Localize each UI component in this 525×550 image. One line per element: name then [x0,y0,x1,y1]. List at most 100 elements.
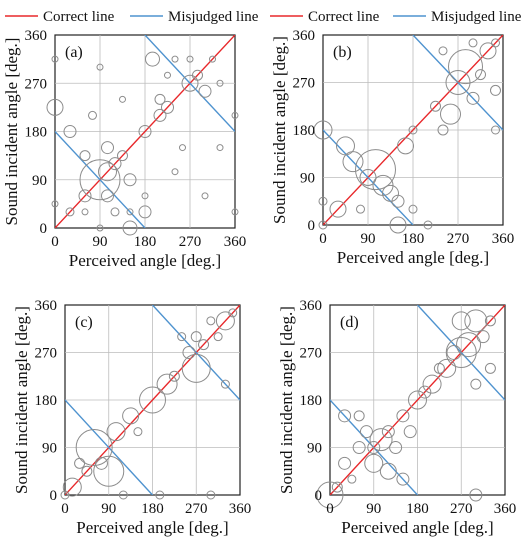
data-point [469,488,483,502]
panel-label: (a) [65,44,83,61]
data-point [51,55,59,63]
data-point [206,316,216,326]
data-point [440,103,461,125]
data-point [381,425,395,439]
data-point [106,422,126,442]
data-point [133,427,143,437]
data-point [119,95,126,103]
y-axis-title: Sound incident angle [deg.] [270,36,289,224]
x-tick-label: 90 [93,234,108,250]
x-axis-title: Perceived angle [deg.] [337,248,489,267]
data-point [464,309,488,333]
y-tick-label: 90 [32,173,47,189]
data-point [78,189,92,203]
data-point [164,71,171,79]
x-tick-label: 180 [406,501,429,517]
misjudged-line [55,131,146,228]
y-tick-label: 180 [35,393,58,409]
data-point [356,204,365,214]
data-point [484,362,496,374]
data-point [190,331,202,343]
data-point [110,207,120,217]
data-point [209,55,216,63]
data-point [438,46,448,56]
data-point [448,49,483,85]
data-point [466,91,480,105]
data-point [201,192,209,200]
data-point [331,481,343,493]
data-point [491,38,500,48]
x-tick-label: 180 [402,231,425,247]
y-tick-label: 0 [50,488,58,504]
data-point [122,220,138,236]
legend-correct-label-2: Correct line [308,9,380,25]
data-point [491,125,500,135]
data-point [81,208,89,216]
data-point [198,339,210,351]
data-point [347,474,357,484]
data-point [316,481,344,509]
data-point [63,125,77,138]
misjudged-line [151,305,240,401]
data-point [79,150,91,162]
reference-lines [323,35,503,225]
data-point [408,204,418,214]
misjudged-line [65,399,154,495]
y-tick-label: 90 [300,171,315,187]
x-axis-title: Perceived angle [deg.] [341,518,493,537]
data-point [468,38,478,48]
data-point [484,315,496,327]
data-point [231,208,239,216]
y-tick-label: 270 [25,76,48,92]
misjudged-line [412,35,503,131]
x-axis-title: Perceived angle [deg.] [69,251,221,270]
y-tick-label: 0 [40,221,48,237]
x-tick-label: 360 [224,234,247,250]
data-point [313,120,333,140]
data-point [108,157,122,171]
data-point [154,93,166,105]
data-point [145,51,160,67]
data-point [206,490,216,500]
panel-label: (d) [340,314,359,331]
data-point [213,332,223,342]
y-axis-title: Sound incident angle [deg.] [12,306,31,494]
data-point [138,205,152,219]
y-tick-label: 0 [308,218,316,234]
data-point [220,379,230,389]
data-point [451,311,471,331]
data-point [65,207,75,217]
y-tick-label: 180 [300,393,323,409]
data-point [46,98,64,116]
data-point [329,200,347,218]
y-tick-label: 90 [307,441,322,457]
x-tick-label: 0 [319,231,327,247]
x-tick-label: 90 [361,231,376,247]
data-point [123,173,137,187]
x-tick-label: 0 [326,501,334,517]
correct-line [55,35,235,228]
correct-line [323,35,503,225]
y-tick-label: 90 [42,441,57,457]
y-axis-title: Sound incident angle [deg.] [2,38,21,226]
data-point [396,472,410,486]
data-point [408,390,427,410]
x-tick-label: 270 [185,501,208,517]
data-point [397,137,414,155]
data-point [141,192,149,200]
x-tick-label: 90 [366,501,381,517]
data-point [96,63,104,71]
data-point [181,74,199,92]
y-tick-label: 360 [35,298,58,314]
data-point [379,462,397,480]
data-point [192,69,203,81]
data-point [101,189,114,203]
data-point [88,110,97,120]
data-point [161,100,174,114]
y-tick-label: 360 [293,28,316,44]
y-tick-label: 360 [300,298,323,314]
data-point [430,100,441,112]
data-point [418,385,432,399]
data-point [475,69,486,81]
